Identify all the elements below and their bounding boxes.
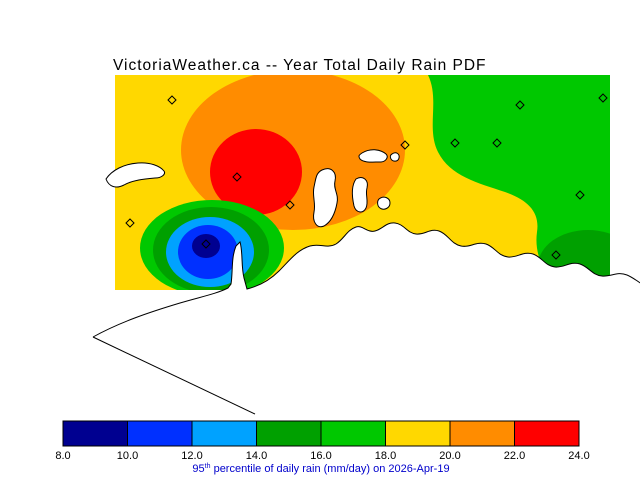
figure-caption: 95th percentile of daily rain (mm/day) o… <box>192 463 449 475</box>
colorbar-tick-22: 22.0 <box>504 450 525 462</box>
station-diamond-icon <box>167 95 177 105</box>
caption-rest: percentile of daily rain (mm/day) on 202… <box>211 463 450 475</box>
station-diamond-icon <box>400 140 410 150</box>
contour-level-22-24 <box>210 129 302 215</box>
colorbar-tick-14: 14.0 <box>246 450 267 462</box>
colorbar-segment-8-10 <box>62 420 128 447</box>
caption-superscript: th <box>205 463 211 470</box>
island-2 <box>351 177 368 213</box>
station-diamond-icon <box>492 138 502 148</box>
station-diamond-icon <box>551 250 561 260</box>
station-diamond-icon <box>232 172 242 182</box>
colorbar: 8.0 10.0 12.0 14.0 16.0 18.0 20.0 22.0 2… <box>55 420 590 462</box>
colorbar-tick-20: 20.0 <box>439 450 460 462</box>
colorbar-tick-18: 18.0 <box>375 450 396 462</box>
land-west-point <box>105 162 165 188</box>
island-5 <box>377 196 391 210</box>
colorbar-segment-16-18 <box>320 420 386 447</box>
station-diamond-icon <box>450 138 460 148</box>
coastline-layer <box>92 149 640 416</box>
colorbar-segment-14-16 <box>256 420 322 447</box>
island-3 <box>358 149 388 163</box>
colorbar-tick-24: 24.0 <box>568 450 589 462</box>
caption-value: 95 <box>192 463 204 475</box>
coastline-southwest-edge <box>92 336 256 415</box>
station-diamond-icon <box>515 100 525 110</box>
island-1 <box>312 168 338 228</box>
coastline-strait <box>92 222 640 338</box>
station-markers-layer <box>125 93 608 260</box>
colorbar-tick-10: 10.0 <box>117 450 138 462</box>
colorbar-segment-10-12 <box>127 420 193 447</box>
station-diamond-icon <box>575 190 585 200</box>
page-title: VictoriaWeather.ca -- Year Total Daily R… <box>113 57 487 74</box>
station-diamond-icon <box>125 218 135 228</box>
station-diamond-icon <box>201 239 211 249</box>
colorbar-segment-12-14 <box>191 420 257 447</box>
colorbar-segment-22-24 <box>514 420 580 447</box>
colorbar-segment-20-22 <box>449 420 515 447</box>
colorbar-tick-12: 12.0 <box>181 450 202 462</box>
colorbar-segment-18-20 <box>385 420 451 447</box>
island-4 <box>389 152 400 162</box>
land-olympic-peninsula <box>93 222 640 416</box>
station-diamond-icon <box>598 93 608 103</box>
colorbar-tick-16: 16.0 <box>310 450 331 462</box>
contour-level-8-10 <box>192 234 220 258</box>
station-diamond-icon <box>285 200 295 210</box>
colorbar-tick-8: 8.0 <box>55 450 70 462</box>
